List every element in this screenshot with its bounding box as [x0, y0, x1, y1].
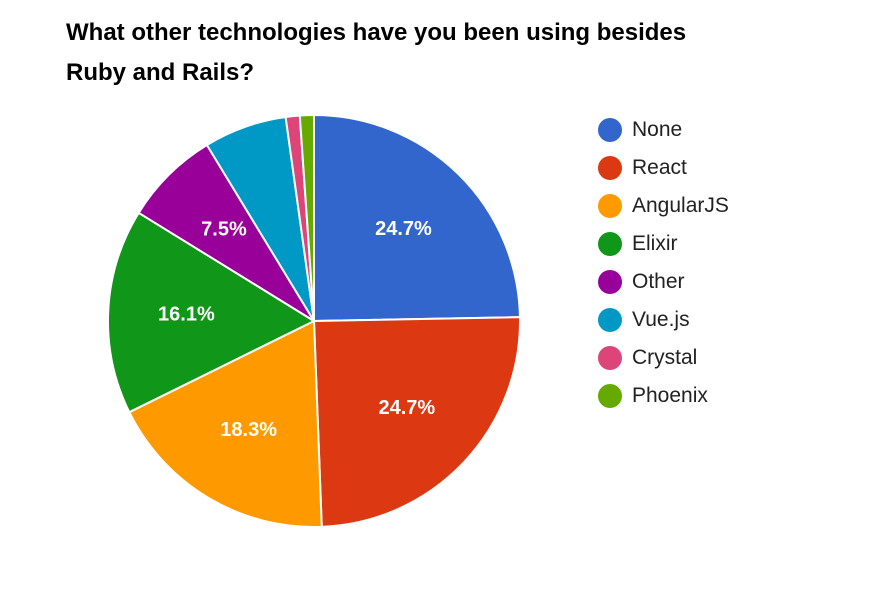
legend-label: Other [632, 270, 685, 293]
legend-item-phoenix[interactable]: Phoenix [598, 377, 729, 415]
legend-swatch [598, 270, 622, 294]
legend-swatch [598, 308, 622, 332]
legend-item-none[interactable]: None [598, 111, 729, 149]
legend-item-other[interactable]: Other [598, 263, 729, 301]
slice-label-none: 24.7% [375, 218, 432, 240]
legend-swatch [598, 194, 622, 218]
slice-label-angularjs: 18.3% [220, 419, 277, 441]
legend-item-angularjs[interactable]: AngularJS [598, 187, 729, 225]
legend-label: Vue.js [632, 308, 690, 331]
legend-item-vue-js[interactable]: Vue.js [598, 301, 729, 339]
legend-item-react[interactable]: React [598, 149, 729, 187]
pie-slice-phoenix[interactable] [298, 113, 315, 322]
chart-title-line-1: What other technologies have you been us… [66, 19, 687, 46]
legend-swatch [598, 118, 622, 142]
legend-swatch [598, 232, 622, 256]
pie-slice-other[interactable] [137, 143, 315, 322]
slice-label-elixir: 16.1% [158, 303, 215, 325]
legend-item-crystal[interactable]: Crystal [598, 339, 729, 377]
chart-title-line-2: Ruby and Rails? [66, 59, 255, 86]
slice-label-other: 7.5% [201, 219, 247, 241]
legend-label: Phoenix [632, 384, 708, 407]
chart-legend: None React AngularJS Elixir Other Vue.js Cryst… [598, 111, 729, 415]
legend-swatch [598, 156, 622, 180]
pie-slice-react[interactable] [312, 316, 521, 528]
legend-label: AngularJS [632, 194, 729, 217]
legend-item-elixir[interactable]: Elixir [598, 225, 729, 263]
legend-label: React [632, 156, 687, 179]
legend-swatch [598, 346, 622, 370]
legend-label: Crystal [632, 346, 698, 369]
slice-label-react: 24.7% [378, 397, 435, 419]
pie-slice-elixir[interactable] [107, 211, 317, 414]
pie-slice-angularjs[interactable] [127, 319, 323, 528]
legend-swatch [598, 384, 622, 408]
legend-label: None [632, 118, 683, 141]
legend-label: Elixir [632, 232, 678, 255]
pie-slice-none[interactable] [313, 113, 521, 323]
